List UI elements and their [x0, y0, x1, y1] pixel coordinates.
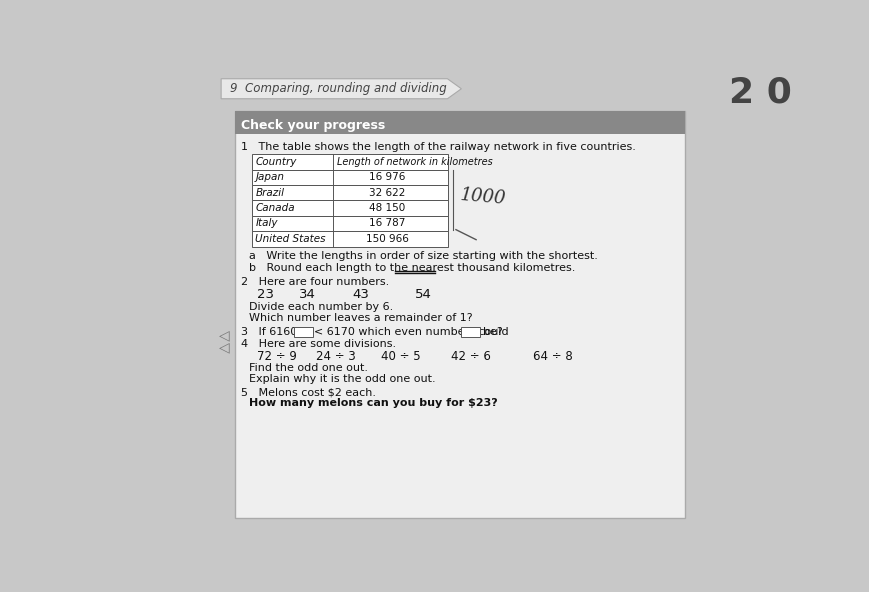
Bar	[235, 111, 684, 117]
Text: 150 966: 150 966	[365, 234, 408, 244]
Text: 48 150: 48 150	[368, 203, 405, 213]
Bar	[252, 231, 448, 247]
Text: United States: United States	[255, 234, 325, 244]
Text: 16 787: 16 787	[368, 218, 405, 229]
Text: Check your progress: Check your progress	[241, 119, 385, 132]
Text: Canada: Canada	[255, 203, 295, 213]
Text: Find the odd one out.: Find the odd one out.	[249, 363, 368, 373]
Text: 24 ÷ 3: 24 ÷ 3	[316, 350, 355, 363]
Text: 23: 23	[256, 288, 274, 301]
Text: 32 622: 32 622	[368, 188, 405, 198]
Text: 64 ÷ 8: 64 ÷ 8	[533, 350, 573, 363]
Text: 2 0: 2 0	[728, 76, 791, 110]
Text: 54: 54	[415, 288, 431, 301]
Text: Italy: Italy	[255, 218, 277, 229]
Text: ◁: ◁	[219, 340, 229, 355]
Text: ◁: ◁	[219, 328, 229, 342]
Text: How many melons can you buy for $23?: How many melons can you buy for $23?	[249, 398, 497, 408]
Bar	[461, 327, 480, 337]
Text: 2   Here are four numbers.: 2 Here are four numbers.	[241, 276, 389, 287]
Text: Which number leaves a remainder of 1?: Which number leaves a remainder of 1?	[249, 313, 472, 323]
Text: 4   Here are some divisions.: 4 Here are some divisions.	[241, 339, 396, 349]
Text: 16 976: 16 976	[368, 172, 405, 182]
Text: 5   Melons cost $2 each.: 5 Melons cost $2 each.	[241, 388, 376, 397]
Text: 1000: 1000	[459, 186, 506, 208]
Text: Explain why it is the odd one out.: Explain why it is the odd one out.	[249, 374, 435, 384]
Bar	[252, 169, 448, 185]
Text: Japan: Japan	[255, 172, 284, 182]
Bar	[235, 111, 684, 517]
Text: 1   The table shows the length of the railway network in five countries.: 1 The table shows the length of the rail…	[241, 142, 635, 152]
Bar	[252, 154, 448, 169]
Text: a   Write the lengths in order of size starting with the shortest.: a Write the lengths in order of size sta…	[249, 251, 597, 261]
Polygon shape	[221, 79, 461, 99]
Text: 42 ÷ 6: 42 ÷ 6	[450, 350, 490, 363]
Text: Length of network in kilometres: Length of network in kilometres	[336, 157, 492, 167]
Bar	[252, 185, 448, 201]
Text: 9  Comparing, rounding and dividing: 9 Comparing, rounding and dividing	[230, 82, 447, 95]
Text: Divide each number by 6.: Divide each number by 6.	[249, 302, 393, 312]
Text: b   Round each length to the nearest thousand kilometres.: b Round each length to the nearest thous…	[249, 263, 574, 273]
Bar	[252, 201, 448, 216]
Text: 3   If 6160 <: 3 If 6160 <	[241, 327, 310, 337]
Bar	[252, 216, 448, 231]
Text: Brazil: Brazil	[255, 188, 284, 198]
Text: < 6170 which even numbers could: < 6170 which even numbers could	[314, 327, 508, 337]
Text: 43: 43	[353, 288, 369, 301]
Text: Country: Country	[255, 157, 296, 167]
Text: be?: be?	[482, 327, 502, 337]
Text: 40 ÷ 5: 40 ÷ 5	[381, 350, 420, 363]
Bar	[294, 327, 312, 337]
Bar	[235, 117, 684, 134]
Text: 72 ÷ 9: 72 ÷ 9	[256, 350, 296, 363]
Text: 34: 34	[298, 288, 315, 301]
